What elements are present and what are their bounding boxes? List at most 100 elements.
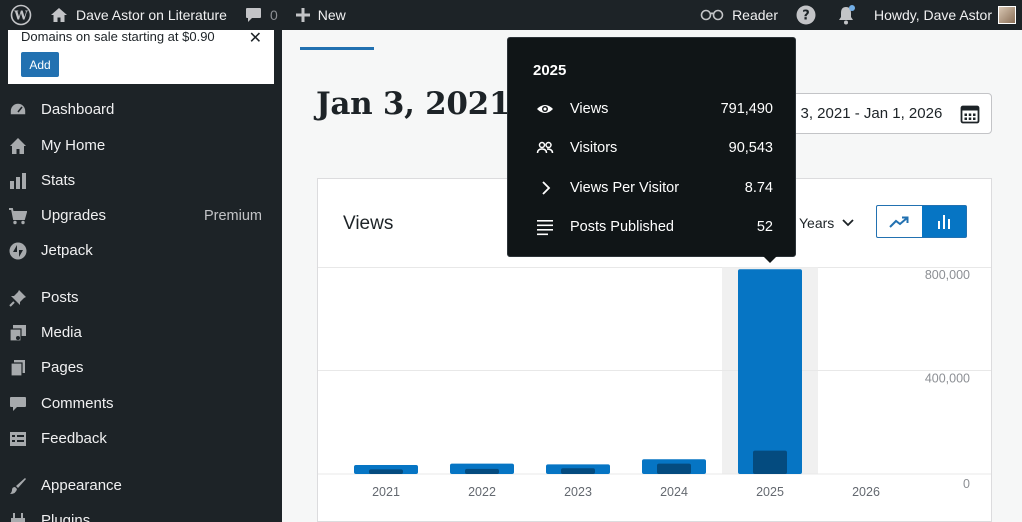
bar-visitors-2023 [561, 468, 595, 474]
stats-icon [10, 173, 26, 189]
pages-icon [10, 360, 25, 377]
sidebar-item-comments[interactable]: Comments [0, 386, 282, 421]
sidebar-item-label: Feedback [41, 430, 107, 447]
sidebar-item-media[interactable]: Media [0, 315, 282, 350]
plugin-icon [11, 513, 25, 522]
sidebar-item-label: Posts [41, 289, 79, 306]
tooltip-value: 791,490 [720, 101, 773, 117]
y-tick-label: 0 [963, 477, 970, 491]
people-icon [536, 141, 554, 154]
new-label: New [317, 7, 346, 23]
tooltip-value: 90,543 [728, 140, 773, 156]
tooltip-value: 52 [756, 219, 773, 235]
sidebar-item-posts[interactable]: Posts [0, 280, 282, 315]
tooltip-label: Views [570, 101, 609, 117]
sidebar-item-label: Appearance [41, 477, 122, 494]
tooltip-label: Visitors [570, 140, 618, 156]
sidebar-item-label: Comments [41, 395, 114, 412]
sidebar-item-upgrades[interactable]: Upgrades Premium [0, 198, 282, 233]
admin-bar: W Dave Astor on Literature 0 New Reader [0, 0, 1022, 30]
sidebar-item-jetpack[interactable]: Jetpack [0, 233, 282, 268]
bell-icon [838, 5, 855, 25]
sidebar-item-pages[interactable]: Pages [0, 350, 282, 385]
sidebar-item-plugins[interactable]: Plugins [0, 503, 282, 522]
glasses-icon [700, 9, 724, 21]
comments-count: 0 [269, 7, 278, 23]
wordpress-icon: W [10, 4, 32, 26]
trend-line-icon [889, 216, 909, 228]
account-menu[interactable]: Howdy, Dave Astor [866, 0, 1022, 30]
tooltip-label: Views Per Visitor [570, 180, 680, 196]
views-bar-chart: 800,000 400,000 0 2021 2022 2023 2024 2025 2026 [318, 267, 991, 499]
x-tick-label: 2023 [564, 485, 592, 499]
tooltip-row-views: Views 791,490 [508, 99, 797, 119]
bar-visitors-2021 [369, 469, 403, 474]
bar-chart-icon [937, 214, 950, 229]
chart-tooltip: 2025 Views 791,490 Visitors 90,543 Views… [507, 37, 797, 263]
howdy-text: Howdy, Dave Astor [873, 7, 992, 23]
date-range-text: n 3, 2021 - Jan 1, 2026 [788, 105, 943, 122]
premium-badge: Premium [203, 207, 262, 224]
close-icon[interactable]: ✕ [248, 30, 262, 47]
eye-icon [537, 105, 553, 113]
x-tick-label: 2022 [468, 485, 496, 499]
date-range-picker[interactable]: n 3, 2021 - Jan 1, 2026 [771, 93, 992, 134]
bar-visitors-2025 [753, 450, 787, 474]
sidebar-item-feedback[interactable]: Feedback [0, 421, 282, 456]
lines-icon [537, 220, 553, 236]
admin-sidebar: Domains on sale starting at $0.90 ✕ Add … [0, 30, 282, 522]
help-icon: ? [796, 5, 816, 25]
reader-link[interactable]: Reader [692, 0, 786, 30]
bar-chart-button[interactable] [921, 206, 966, 237]
page-title: Jan 3, 2021 - [316, 86, 534, 122]
sidebar-item-label: Media [41, 324, 82, 341]
new-content-button[interactable]: New [286, 0, 354, 30]
calendar-icon [960, 105, 980, 124]
pin-icon [9, 290, 26, 307]
dashboard-icon [9, 102, 27, 116]
avatar [998, 6, 1016, 24]
chevron-right-icon [542, 181, 551, 195]
active-tab-indicator [300, 47, 374, 50]
media-icon [9, 325, 26, 342]
tooltip-row-views-per-visitor: Views Per Visitor 8.74 [508, 178, 797, 198]
sidebar-item-appearance[interactable]: Appearance [0, 468, 282, 503]
bar-visitors-2024 [657, 463, 691, 474]
comments-link[interactable]: 0 [235, 0, 286, 30]
add-domain-button[interactable]: Add [21, 52, 59, 77]
sidebar-item-dashboard[interactable]: Dashboard [0, 92, 282, 127]
sidebar-item-my-home[interactable]: My Home [0, 128, 282, 163]
bar-views-2025 [738, 269, 802, 474]
bar-visitors-2022 [465, 468, 499, 474]
chevron-down-icon [842, 219, 854, 227]
period-label: Years [799, 215, 835, 231]
y-tick-label: 400,000 [925, 372, 970, 386]
sidebar-item-label: My Home [41, 137, 106, 154]
sidebar-item-stats[interactable]: Stats [0, 163, 282, 198]
brush-icon [10, 478, 26, 494]
y-tick-label: 800,000 [925, 268, 970, 282]
home-icon [51, 8, 67, 22]
x-tick-label: 2025 [756, 485, 784, 499]
tooltip-value: 8.74 [744, 180, 773, 196]
site-name-link[interactable]: Dave Astor on Literature [40, 0, 235, 30]
tooltip-row-posts-published: Posts Published 52 [508, 217, 797, 237]
x-tick-label: 2026 [852, 485, 880, 499]
domain-sale-notice: Domains on sale starting at $0.90 ✕ Add [8, 30, 274, 84]
tooltip-year: 2025 [533, 62, 567, 79]
site-name: Dave Astor on Literature [76, 7, 227, 23]
comment-icon [10, 397, 26, 411]
x-tick-label: 2021 [372, 485, 400, 499]
feedback-icon [10, 432, 26, 446]
tooltip-row-visitors: Visitors 90,543 [508, 138, 797, 158]
svg-text:W: W [13, 9, 28, 23]
wordpress-logo-button[interactable]: W [0, 0, 40, 30]
sidebar-item-label: Stats [41, 172, 76, 189]
help-button[interactable]: ? [786, 0, 826, 30]
sidebar-item-label: Dashboard [41, 101, 115, 118]
line-chart-button[interactable] [877, 206, 922, 237]
notifications-button[interactable] [826, 0, 866, 30]
sidebar-item-label: Jetpack [41, 242, 93, 259]
period-select[interactable]: Years [799, 215, 854, 231]
x-tick-label: 2024 [660, 485, 688, 499]
